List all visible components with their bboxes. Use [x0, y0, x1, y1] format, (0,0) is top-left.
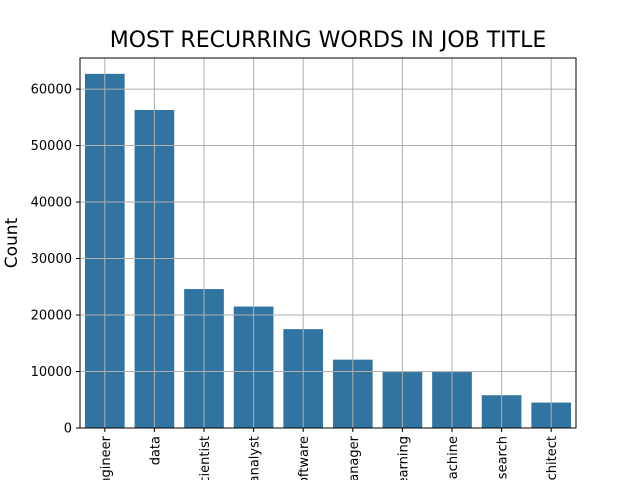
y-axis-label: Count	[2, 217, 22, 268]
x-tick-label-learning: learning	[396, 436, 411, 480]
y-tick-label: 30000	[31, 252, 72, 267]
chart-title: MOST RECURRING WORDS IN JOB TITLE	[109, 28, 547, 53]
y-tick-label: 40000	[31, 196, 72, 211]
y-tick-label: 0	[64, 422, 72, 437]
y-tick-label: 10000	[31, 365, 72, 380]
x-tick-label-software: software	[297, 436, 312, 480]
x-tick-label-manager: manager	[347, 435, 362, 480]
x-tick-label-data: data	[148, 436, 163, 465]
plot-frame	[79, 57, 577, 429]
x-tick-label-research: research	[496, 436, 511, 480]
x-tick-label-machine: machine	[446, 436, 461, 480]
x-tick-label-scientist: scientist	[198, 436, 213, 480]
y-tick-label: 20000	[31, 309, 72, 324]
x-tick-label-architect: architect	[545, 436, 560, 480]
y-tick-label: 60000	[31, 83, 72, 98]
x-tick-label-analyst: analyst	[248, 436, 263, 480]
y-tick-label: 50000	[31, 139, 72, 154]
x-tick-label-engineer: engineer	[99, 435, 114, 480]
